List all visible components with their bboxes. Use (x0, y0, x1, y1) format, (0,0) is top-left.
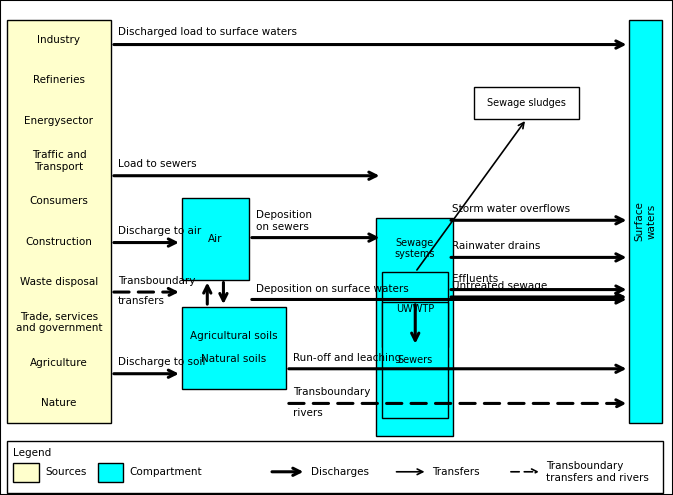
Text: Run-off and leaching: Run-off and leaching (293, 353, 401, 363)
Text: Energysector: Energysector (24, 116, 94, 126)
Text: Air: Air (208, 234, 223, 244)
Text: Untreated sewage: Untreated sewage (452, 281, 547, 291)
Text: Deposition on surface waters: Deposition on surface waters (256, 284, 409, 294)
Text: Sewage sludges: Sewage sludges (487, 98, 566, 108)
Text: Sources: Sources (45, 467, 86, 477)
Text: Effluents: Effluents (452, 274, 498, 284)
Text: Waste disposal: Waste disposal (20, 277, 98, 287)
Bar (182, 198, 249, 280)
Bar (382, 272, 448, 346)
Text: Trade, services
and government: Trade, services and government (15, 311, 102, 333)
Bar (629, 20, 662, 423)
Text: Transboundary
transfers and rivers: Transboundary transfers and rivers (546, 461, 649, 483)
Bar (7, 20, 111, 423)
Text: Industry: Industry (38, 35, 80, 45)
Bar (474, 87, 579, 119)
Text: rivers: rivers (293, 408, 322, 418)
Text: Rainwater drains: Rainwater drains (452, 242, 540, 251)
Text: Discharge to soil: Discharge to soil (118, 357, 205, 367)
Text: Sewers: Sewers (398, 355, 433, 365)
Text: Agricultural soils

Natural soils: Agricultural soils Natural soils (190, 331, 278, 364)
Text: Storm water overflows: Storm water overflows (452, 204, 570, 214)
Text: Agriculture: Agriculture (30, 358, 87, 368)
Text: Discharges: Discharges (311, 467, 369, 477)
Text: Load to sewers: Load to sewers (118, 159, 197, 169)
Text: Consumers: Consumers (30, 197, 88, 206)
Bar (7, 441, 663, 493)
Text: transfers: transfers (118, 296, 165, 306)
Text: Compartment: Compartment (129, 467, 202, 477)
Text: Traffic and
Transport: Traffic and Transport (32, 150, 86, 172)
Bar (13, 463, 39, 482)
Bar (98, 463, 123, 482)
Text: Discharged load to surface waters: Discharged load to surface waters (118, 27, 297, 37)
Bar (382, 302, 448, 418)
Text: Transboundary: Transboundary (118, 276, 195, 286)
Text: Nature: Nature (41, 398, 77, 408)
Text: Deposition
on sewers: Deposition on sewers (256, 210, 312, 232)
Text: Transfers: Transfers (432, 467, 480, 477)
Text: Refineries: Refineries (33, 75, 85, 85)
Bar (182, 307, 286, 389)
Text: UWWTP: UWWTP (396, 304, 434, 314)
Text: Discharge to air: Discharge to air (118, 226, 201, 236)
Text: Sewage
systems: Sewage systems (394, 238, 435, 259)
Text: Construction: Construction (26, 237, 92, 247)
Text: Legend: Legend (13, 448, 52, 458)
Bar (376, 218, 453, 436)
Text: Surface
waters: Surface waters (635, 201, 656, 242)
Text: Transboundary: Transboundary (293, 388, 370, 397)
